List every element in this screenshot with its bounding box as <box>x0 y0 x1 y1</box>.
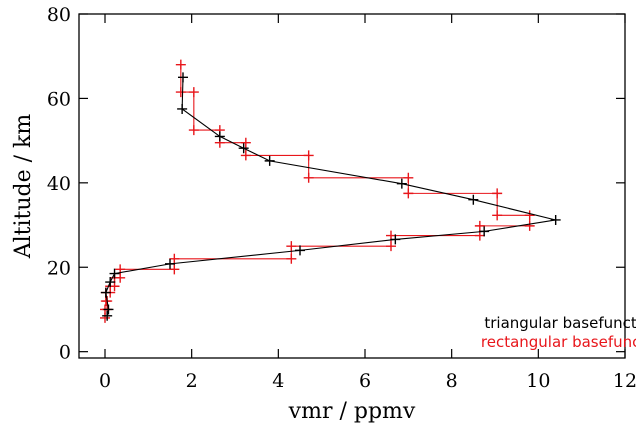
triangular-point <box>214 131 225 142</box>
rectangular-point <box>169 264 180 275</box>
x-tick-label: 0 <box>99 370 111 392</box>
rectangular-point <box>188 87 199 98</box>
x-tick-label: 6 <box>359 370 371 392</box>
rectangular-point <box>403 172 414 183</box>
rectangular-point <box>492 210 503 221</box>
y-tick-label: 0 <box>59 342 71 364</box>
rectangular-point <box>403 188 414 199</box>
legend-rectangular: rectangular basefunction <box>481 333 636 351</box>
x-tick-label: 8 <box>446 370 458 392</box>
y-tick-label: 60 <box>47 88 71 110</box>
x-tick-label: 2 <box>186 370 198 392</box>
rectangular-point <box>100 312 110 323</box>
rectangular-point <box>169 253 180 264</box>
rectangular-point <box>286 253 297 264</box>
rectangular-point <box>115 272 126 283</box>
x-tick-label: 4 <box>272 370 284 392</box>
rectangular-point <box>240 150 251 161</box>
legend: triangular basefunctionrectangular basef… <box>481 314 636 351</box>
rectangular-point <box>175 87 186 98</box>
rectangular-point <box>303 150 314 161</box>
y-tick-label: 80 <box>47 4 71 26</box>
y-tick-label: 40 <box>47 173 71 195</box>
triangular-point <box>178 72 188 83</box>
ticks: 0 2 4 6 8 10 12 0 20 40 60 80 <box>47 4 636 392</box>
rectangular-point <box>100 296 111 307</box>
triangular-point <box>165 258 175 269</box>
legend-triangular: triangular basefunction <box>484 314 636 332</box>
rectangular-point <box>175 59 186 70</box>
x-tick-label: 10 <box>526 370 550 392</box>
rectangular-point <box>524 210 535 221</box>
rectangular-point <box>474 220 485 231</box>
rectangular-point <box>492 188 503 199</box>
triangular-point <box>550 214 561 225</box>
triangular-point <box>264 155 275 166</box>
y-tick-label: 20 <box>47 257 71 279</box>
rectangular-point <box>386 241 396 252</box>
triangular-point <box>468 194 479 205</box>
rectangular-point <box>188 125 199 136</box>
triangular-series-line <box>105 77 556 316</box>
triangular-point <box>238 143 249 154</box>
triangular-point <box>295 245 305 256</box>
triangular-point <box>103 304 114 315</box>
x-axis-label: vmr / ppmv <box>288 399 416 424</box>
triangular-point <box>479 226 490 237</box>
triangular-point <box>109 268 120 279</box>
triangular-point <box>102 310 113 321</box>
rectangular-point <box>240 137 251 148</box>
rectangular-point <box>109 281 120 292</box>
x-tick-label: 12 <box>613 370 636 392</box>
triangular-point <box>390 234 401 245</box>
rectangular-point <box>286 241 297 252</box>
triangular-point <box>100 287 111 298</box>
rectangular-point <box>303 172 314 183</box>
triangular-point <box>177 103 188 114</box>
triangular-point <box>396 178 407 189</box>
series-layer <box>100 59 561 323</box>
rectangular-point <box>524 220 535 231</box>
y-axis-label: Altitude / km <box>11 114 36 260</box>
triangular-point <box>105 277 116 288</box>
rectangular-series-line <box>104 64 531 318</box>
plot-frame <box>78 13 626 359</box>
